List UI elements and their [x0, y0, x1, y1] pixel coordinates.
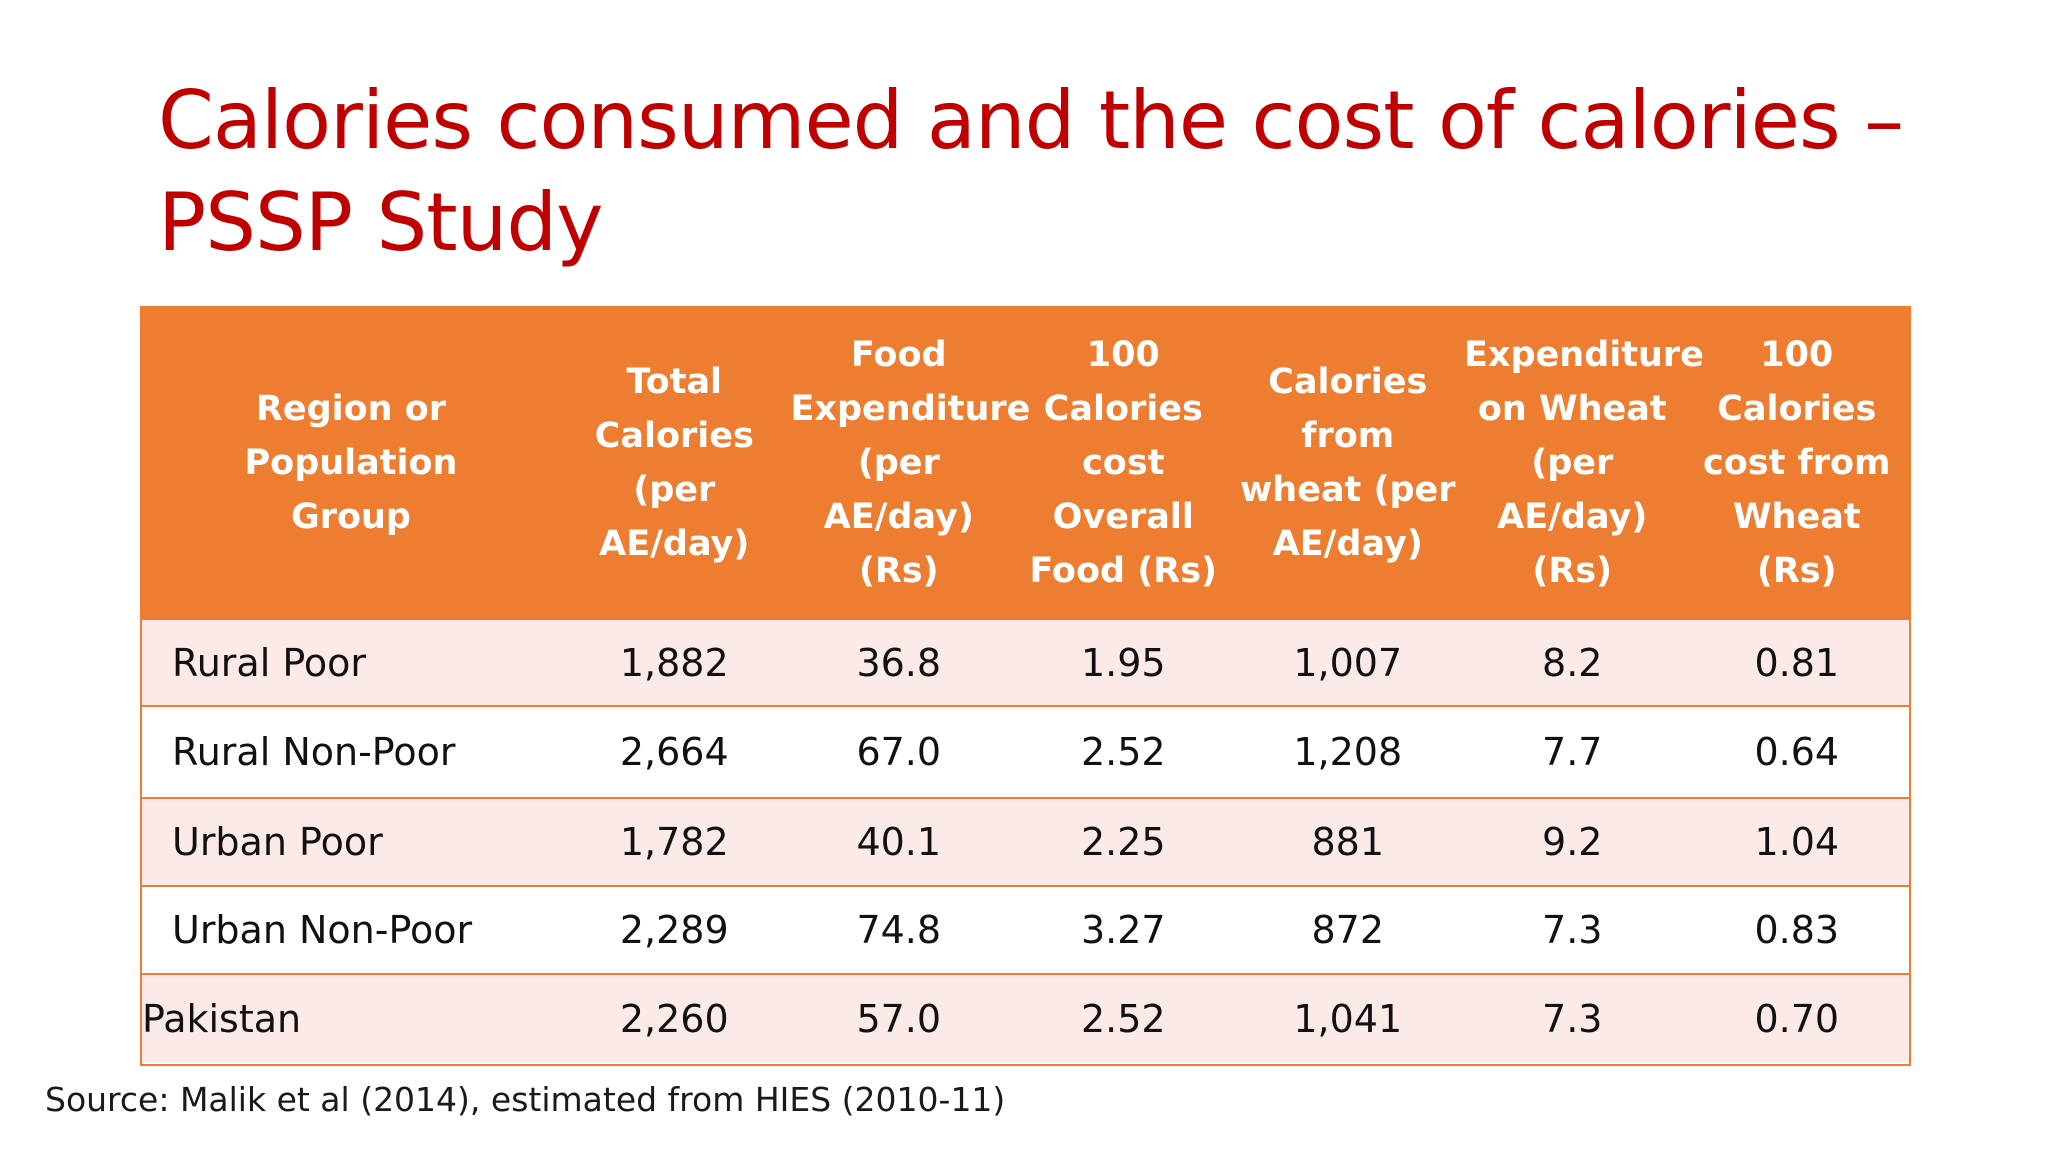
table-cell: 0.70 [1684, 974, 1909, 1062]
header-total-calories: Total Calories (per AE/day) [562, 306, 787, 620]
row-label: Pakistan [140, 974, 562, 1062]
table-cell: 0.64 [1684, 706, 1909, 799]
table-cell: 74.8 [786, 886, 1011, 975]
table-cell: 1.95 [1011, 620, 1236, 707]
table-cell: 1,007 [1235, 620, 1460, 707]
table-cell: 36.8 [786, 620, 1011, 707]
table-cell: 2,289 [562, 886, 787, 975]
table-cell: 7.7 [1460, 706, 1685, 799]
table-cell: 7.3 [1460, 886, 1685, 975]
row-label: Urban Poor [140, 798, 562, 887]
table-cell: 872 [1235, 886, 1460, 975]
table-cell: 67.0 [786, 706, 1011, 799]
row-label: Urban Non-Poor [140, 886, 562, 975]
table-cell: 1,882 [562, 620, 787, 707]
header-cost-from-wheat: 100 Calories cost from Wheat (Rs) [1684, 306, 1909, 620]
row-label: Rural Poor [140, 620, 562, 707]
table-row: Rural Non-Poor 2,664 67.0 2.52 1,208 7.7… [140, 706, 1909, 799]
slide-title: Calories consumed and the cost of calori… [158, 74, 1904, 269]
row-label: Rural Non-Poor [140, 706, 562, 799]
table-cell: 881 [1235, 798, 1460, 887]
source-note: Source: Malik et al (2014), estimated fr… [45, 1080, 1006, 1119]
table-cell: 1,208 [1235, 706, 1460, 799]
table-cell: 1,041 [1235, 974, 1460, 1062]
table-cell: 57.0 [786, 974, 1011, 1062]
table-cell: 1.04 [1684, 798, 1909, 887]
table-cell: 2.52 [1011, 974, 1236, 1062]
table-row: Urban Non-Poor 2,289 74.8 3.27 872 7.3 0… [140, 886, 1909, 975]
table-cell: 0.83 [1684, 886, 1909, 975]
table-header-row: Region or Population Group Total Calorie… [140, 306, 1909, 620]
table-cell: 2.52 [1011, 706, 1236, 799]
table-cell: 40.1 [786, 798, 1011, 887]
table-cell: 2,260 [562, 974, 787, 1062]
table-row: Rural Poor 1,882 36.8 1.95 1,007 8.2 0.8… [140, 620, 1909, 707]
table-cell: 9.2 [1460, 798, 1685, 887]
table-cell: 2,664 [562, 706, 787, 799]
table-cell: 1,782 [562, 798, 787, 887]
table-row: Urban Poor 1,782 40.1 2.25 881 9.2 1.04 [140, 798, 1909, 887]
table-cell: 0.81 [1684, 620, 1909, 707]
header-food-expenditure: Food Expenditure (per AE/day) (Rs) [786, 306, 1030, 620]
header-cost-overall-food: 100 Calories cost Overall Food (Rs) [1011, 306, 1236, 620]
table-cell: 7.3 [1460, 974, 1685, 1062]
calorie-cost-table: Region or Population Group Total Calorie… [140, 306, 1909, 1062]
header-expenditure-on-wheat: Expenditure on Wheat (per AE/day) (Rs) [1460, 306, 1704, 620]
header-region: Region or Population Group [140, 306, 562, 620]
table-cell: 8.2 [1460, 620, 1685, 707]
header-calories-from-wheat: Calories from wheat (per AE/day) [1235, 306, 1460, 620]
table-row: Pakistan 2,260 57.0 2.52 1,041 7.3 0.70 [140, 974, 1909, 1062]
table-cell: 3.27 [1011, 886, 1236, 975]
table-cell: 2.25 [1011, 798, 1236, 887]
